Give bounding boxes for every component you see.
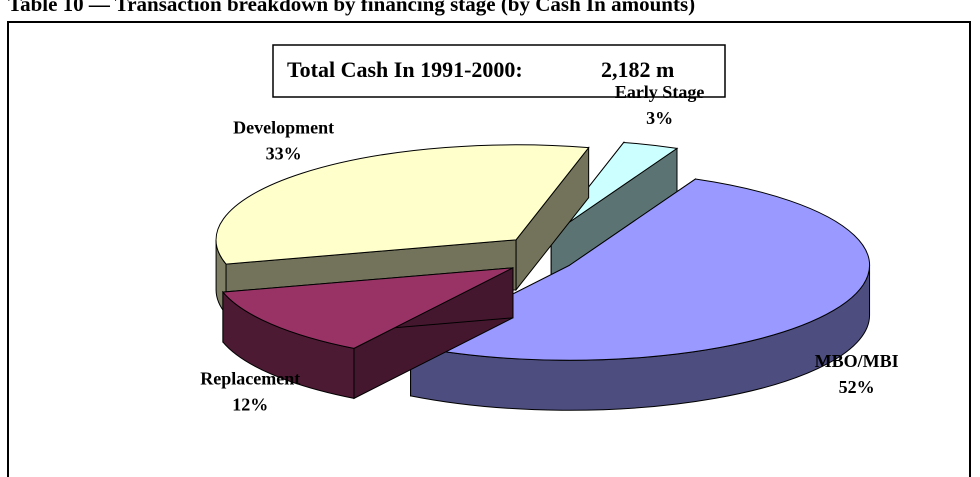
annotation-box — [272, 44, 726, 98]
slice — [221, 267, 514, 400]
slice-value-label: 3% — [646, 108, 673, 128]
annotation-value: 2,182 m — [601, 57, 674, 82]
slice-value-label: 33% — [266, 144, 302, 164]
slice-label: Early Stage — [615, 82, 705, 102]
slice-value-label: 52% — [839, 377, 875, 397]
slice-top — [409, 178, 871, 361]
slice — [550, 141, 679, 287]
slice-label: Replacement — [200, 369, 300, 389]
pie: Early Stage 3% Development 33% MBO/MBI 52% Rep… — [200, 82, 898, 414]
slice-top — [221, 267, 514, 349]
annotation: Total Cash In 1991-2000: — [287, 57, 523, 82]
slice-value-label: 12% — [232, 395, 268, 415]
slice — [409, 178, 871, 411]
frame — [7, 21, 971, 477]
slice-top — [550, 141, 679, 236]
slice-label: MBO/MBI — [815, 351, 899, 371]
slice-label: Development — [233, 118, 334, 138]
slice-top — [215, 144, 590, 265]
chart-title: Table 10 — Transaction breakdown by fina… — [8, 0, 695, 16]
